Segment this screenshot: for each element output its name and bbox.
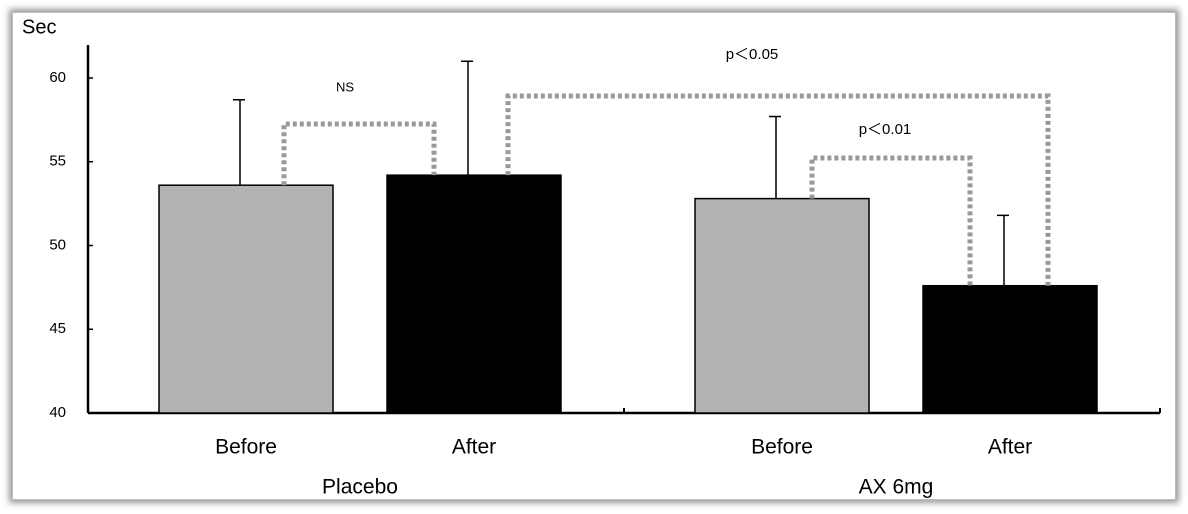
significance-bracket xyxy=(281,121,437,186)
annotation: p＜0.05 xyxy=(726,46,779,63)
x-tick-label: After xyxy=(452,436,496,459)
y-tick-label: 50 xyxy=(49,236,66,253)
x-tick-label: After xyxy=(988,436,1032,459)
bar xyxy=(922,284,1098,414)
significance-bracket xyxy=(505,93,1051,286)
y-tick-label: 55 xyxy=(49,153,66,170)
bar xyxy=(158,184,334,414)
annotation: p＜0.01 xyxy=(859,121,912,138)
x-tick-label: Before xyxy=(215,436,277,459)
bar xyxy=(386,174,562,414)
y-tick-label: 60 xyxy=(49,69,66,86)
significance-bracket xyxy=(809,155,973,286)
x-tick-label: Before xyxy=(751,436,813,459)
group-label: Placebo xyxy=(322,476,398,499)
y-tick-label: 45 xyxy=(49,320,66,337)
y-tick-label: 40 xyxy=(49,404,66,421)
bar xyxy=(694,197,870,414)
annotation: NS xyxy=(336,79,354,94)
group-label: AX 6mg xyxy=(859,476,934,499)
y-axis-label: Sec xyxy=(22,16,56,38)
